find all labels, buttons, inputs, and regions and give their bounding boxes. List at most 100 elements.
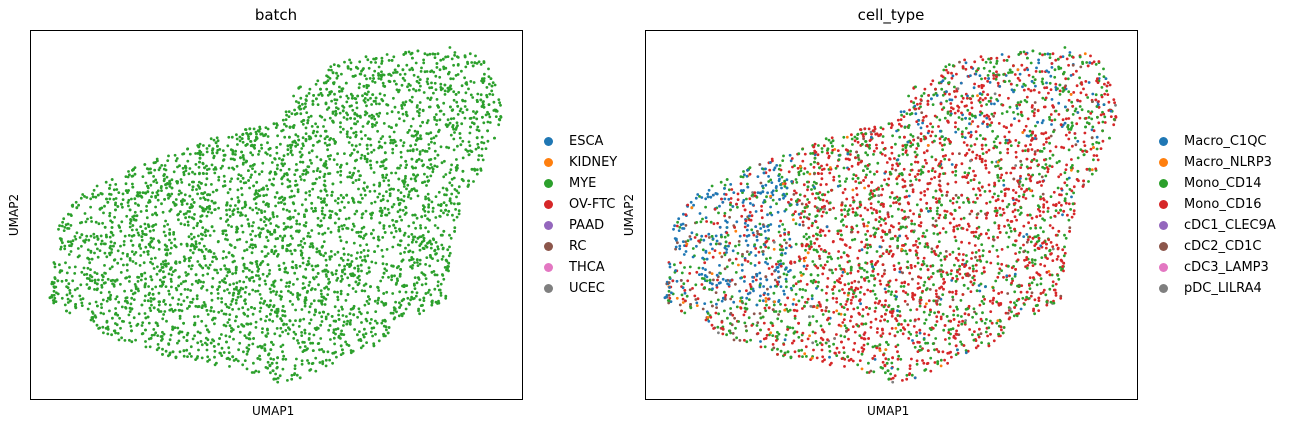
data-point	[883, 269, 887, 272]
data-point	[237, 200, 241, 204]
data-point	[92, 232, 96, 236]
data-point	[356, 251, 359, 255]
data-point	[251, 276, 255, 279]
data-point	[215, 136, 219, 140]
data-point	[240, 137, 244, 140]
data-point	[264, 223, 268, 227]
data-point	[186, 220, 190, 224]
data-point	[366, 152, 370, 155]
data-point	[89, 205, 92, 209]
data-point	[59, 269, 62, 272]
data-point	[351, 287, 355, 290]
data-point	[440, 257, 444, 261]
data-point	[342, 116, 346, 119]
data-point	[935, 315, 939, 319]
data-point	[156, 343, 160, 346]
data-point	[339, 169, 343, 173]
data-point	[313, 181, 317, 185]
data-point	[152, 297, 155, 301]
data-point	[286, 185, 290, 189]
data-point	[73, 265, 77, 269]
data-point	[108, 253, 112, 257]
data-point	[405, 63, 409, 67]
data-point	[1056, 255, 1060, 258]
data-point	[255, 135, 258, 139]
data-point	[400, 83, 404, 87]
data-point	[173, 204, 177, 207]
data-point	[106, 332, 110, 336]
data-point	[439, 282, 443, 286]
data-point	[190, 264, 194, 267]
data-point	[232, 287, 236, 291]
data-point	[136, 231, 140, 235]
data-point	[910, 219, 914, 223]
data-point	[102, 242, 106, 246]
data-point	[323, 162, 326, 166]
data-point	[153, 168, 157, 172]
data-point	[108, 246, 112, 250]
data-point	[240, 186, 243, 190]
data-point	[1006, 141, 1010, 145]
data-point	[52, 281, 56, 285]
data-point	[452, 90, 456, 94]
data-point	[323, 164, 327, 168]
data-point	[53, 265, 57, 269]
data-point	[1067, 148, 1071, 152]
data-point	[379, 199, 383, 203]
data-point	[146, 299, 150, 303]
data-point	[245, 142, 249, 146]
data-point	[53, 286, 56, 289]
data-point	[381, 194, 385, 198]
data-point	[463, 55, 467, 59]
data-point	[136, 280, 140, 283]
data-point	[201, 285, 205, 288]
data-point	[1067, 218, 1071, 222]
data-point	[430, 81, 433, 85]
data-point	[404, 166, 408, 170]
data-point	[380, 321, 384, 325]
data-point	[205, 177, 209, 181]
data-point	[288, 280, 292, 284]
data-point	[334, 272, 338, 276]
data-point	[335, 76, 339, 80]
data-point	[404, 50, 407, 54]
data-point	[114, 208, 117, 212]
data-point	[346, 319, 349, 323]
data-point	[358, 278, 361, 282]
data-point	[176, 326, 180, 330]
data-point	[71, 203, 75, 207]
data-point	[945, 210, 949, 213]
data-point	[459, 107, 463, 111]
data-point	[133, 210, 137, 214]
data-point	[780, 186, 783, 190]
data-point	[339, 173, 342, 177]
data-point	[422, 296, 426, 300]
data-point	[1061, 267, 1064, 270]
data-point	[348, 321, 352, 325]
data-point	[343, 268, 346, 271]
data-point	[1039, 226, 1042, 230]
data-point	[340, 200, 344, 204]
data-point	[896, 309, 899, 313]
data-point	[124, 182, 128, 186]
data-point	[473, 61, 477, 65]
data-point	[265, 315, 269, 318]
data-point	[292, 337, 296, 340]
data-point	[352, 224, 356, 228]
data-point	[1048, 224, 1052, 227]
data-point	[392, 55, 396, 59]
data-point	[775, 164, 779, 167]
data-point	[121, 251, 125, 255]
data-point	[732, 300, 736, 304]
data-point	[140, 303, 144, 307]
data-point	[243, 291, 247, 294]
data-point	[777, 332, 781, 336]
data-point	[442, 175, 446, 179]
data-point	[130, 197, 133, 201]
data-point	[320, 302, 324, 306]
data-point	[867, 127, 871, 131]
data-point	[928, 313, 931, 317]
data-point	[131, 243, 135, 247]
data-point	[265, 193, 268, 197]
data-point	[236, 238, 239, 242]
